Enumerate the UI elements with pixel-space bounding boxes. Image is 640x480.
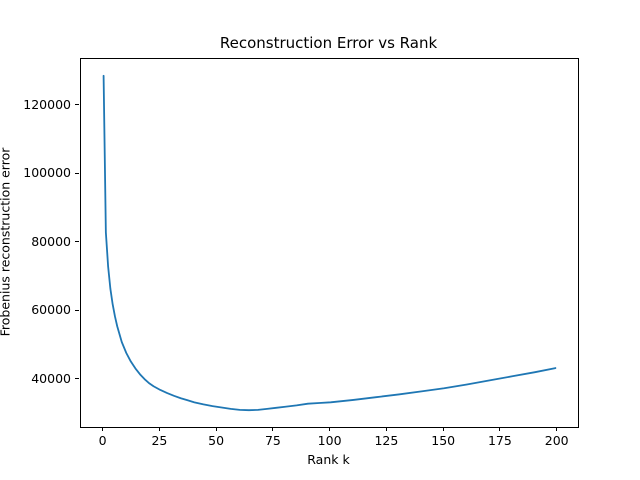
y-tick-label: 40000 <box>31 370 71 386</box>
x-axis-label: Rank k <box>307 452 350 467</box>
x-tick-mark <box>272 427 274 431</box>
x-tick-label: 125 <box>374 433 399 448</box>
x-tick-mark <box>556 427 558 431</box>
y-tick-label: 120000 <box>23 96 71 112</box>
line-series-svg <box>102 74 557 412</box>
y-tick-mark <box>75 241 79 243</box>
x-tick-label: 175 <box>487 433 512 448</box>
y-tick-label: 100000 <box>23 165 71 181</box>
x-tick-label: 0 <box>98 433 107 448</box>
x-tick-label: 25 <box>151 433 168 448</box>
y-tick-label: 80000 <box>31 233 71 249</box>
plot-area <box>80 58 579 428</box>
y-tick-mark <box>75 172 79 174</box>
x-tick-label: 50 <box>208 433 225 448</box>
x-tick-label: 75 <box>264 433 281 448</box>
x-tick-mark <box>215 427 217 431</box>
x-tick-mark <box>329 427 331 431</box>
x-tick-label: 150 <box>431 433 456 448</box>
error-curve <box>102 74 557 412</box>
y-tick-mark <box>75 378 79 380</box>
x-tick-mark <box>442 427 444 431</box>
x-tick-mark <box>158 427 160 431</box>
y-tick-mark <box>75 309 79 311</box>
chart-title: Reconstruction Error vs Rank <box>219 34 438 52</box>
y-tick-mark <box>75 104 79 106</box>
x-tick-mark <box>102 427 104 431</box>
x-tick-mark <box>499 427 501 431</box>
x-tick-label: 200 <box>544 433 569 448</box>
x-tick-mark <box>385 427 387 431</box>
x-tick-label: 100 <box>317 433 342 448</box>
y-tick-label: 60000 <box>31 302 71 318</box>
